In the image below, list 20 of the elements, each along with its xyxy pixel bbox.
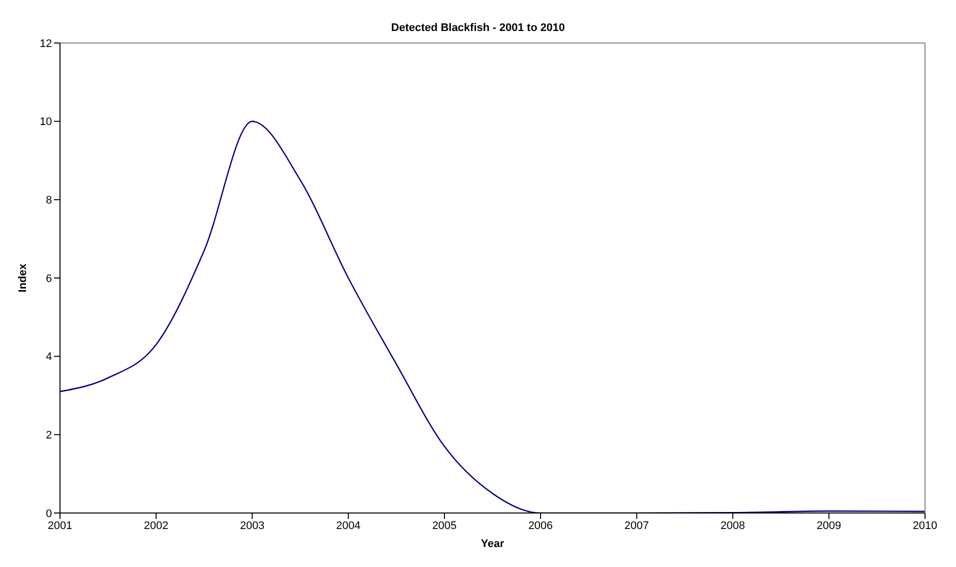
y-tick-label: 6 — [46, 272, 52, 285]
y-tick-label: 4 — [46, 351, 52, 364]
y-axis-title: Index — [16, 262, 29, 292]
x-tick-label: 2008 — [720, 520, 746, 532]
x-tick-label: 2004 — [336, 520, 361, 532]
y-tick-label: 0 — [46, 508, 52, 520]
x-tick-label: 2001 — [48, 520, 72, 532]
chart-title: Detected Blackfish - 2001 to 2010 — [390, 21, 566, 36]
x-tick-label: 2003 — [240, 520, 264, 532]
y-tick-label: 8 — [46, 194, 52, 207]
y-tick-label: 10 — [40, 116, 52, 128]
y-tick-label: 2 — [46, 430, 52, 442]
x-tick-label: 2002 — [144, 520, 168, 532]
x-axis-title: Year — [480, 538, 505, 550]
x-tick-label: 2009 — [816, 520, 842, 532]
x-tick-label: 2010 — [912, 520, 938, 532]
x-tick-label: 2006 — [528, 520, 553, 532]
x-tick-label: 2005 — [432, 520, 457, 532]
y-tick-label: 12 — [40, 38, 52, 50]
x-tick-label: 2007 — [624, 520, 649, 532]
